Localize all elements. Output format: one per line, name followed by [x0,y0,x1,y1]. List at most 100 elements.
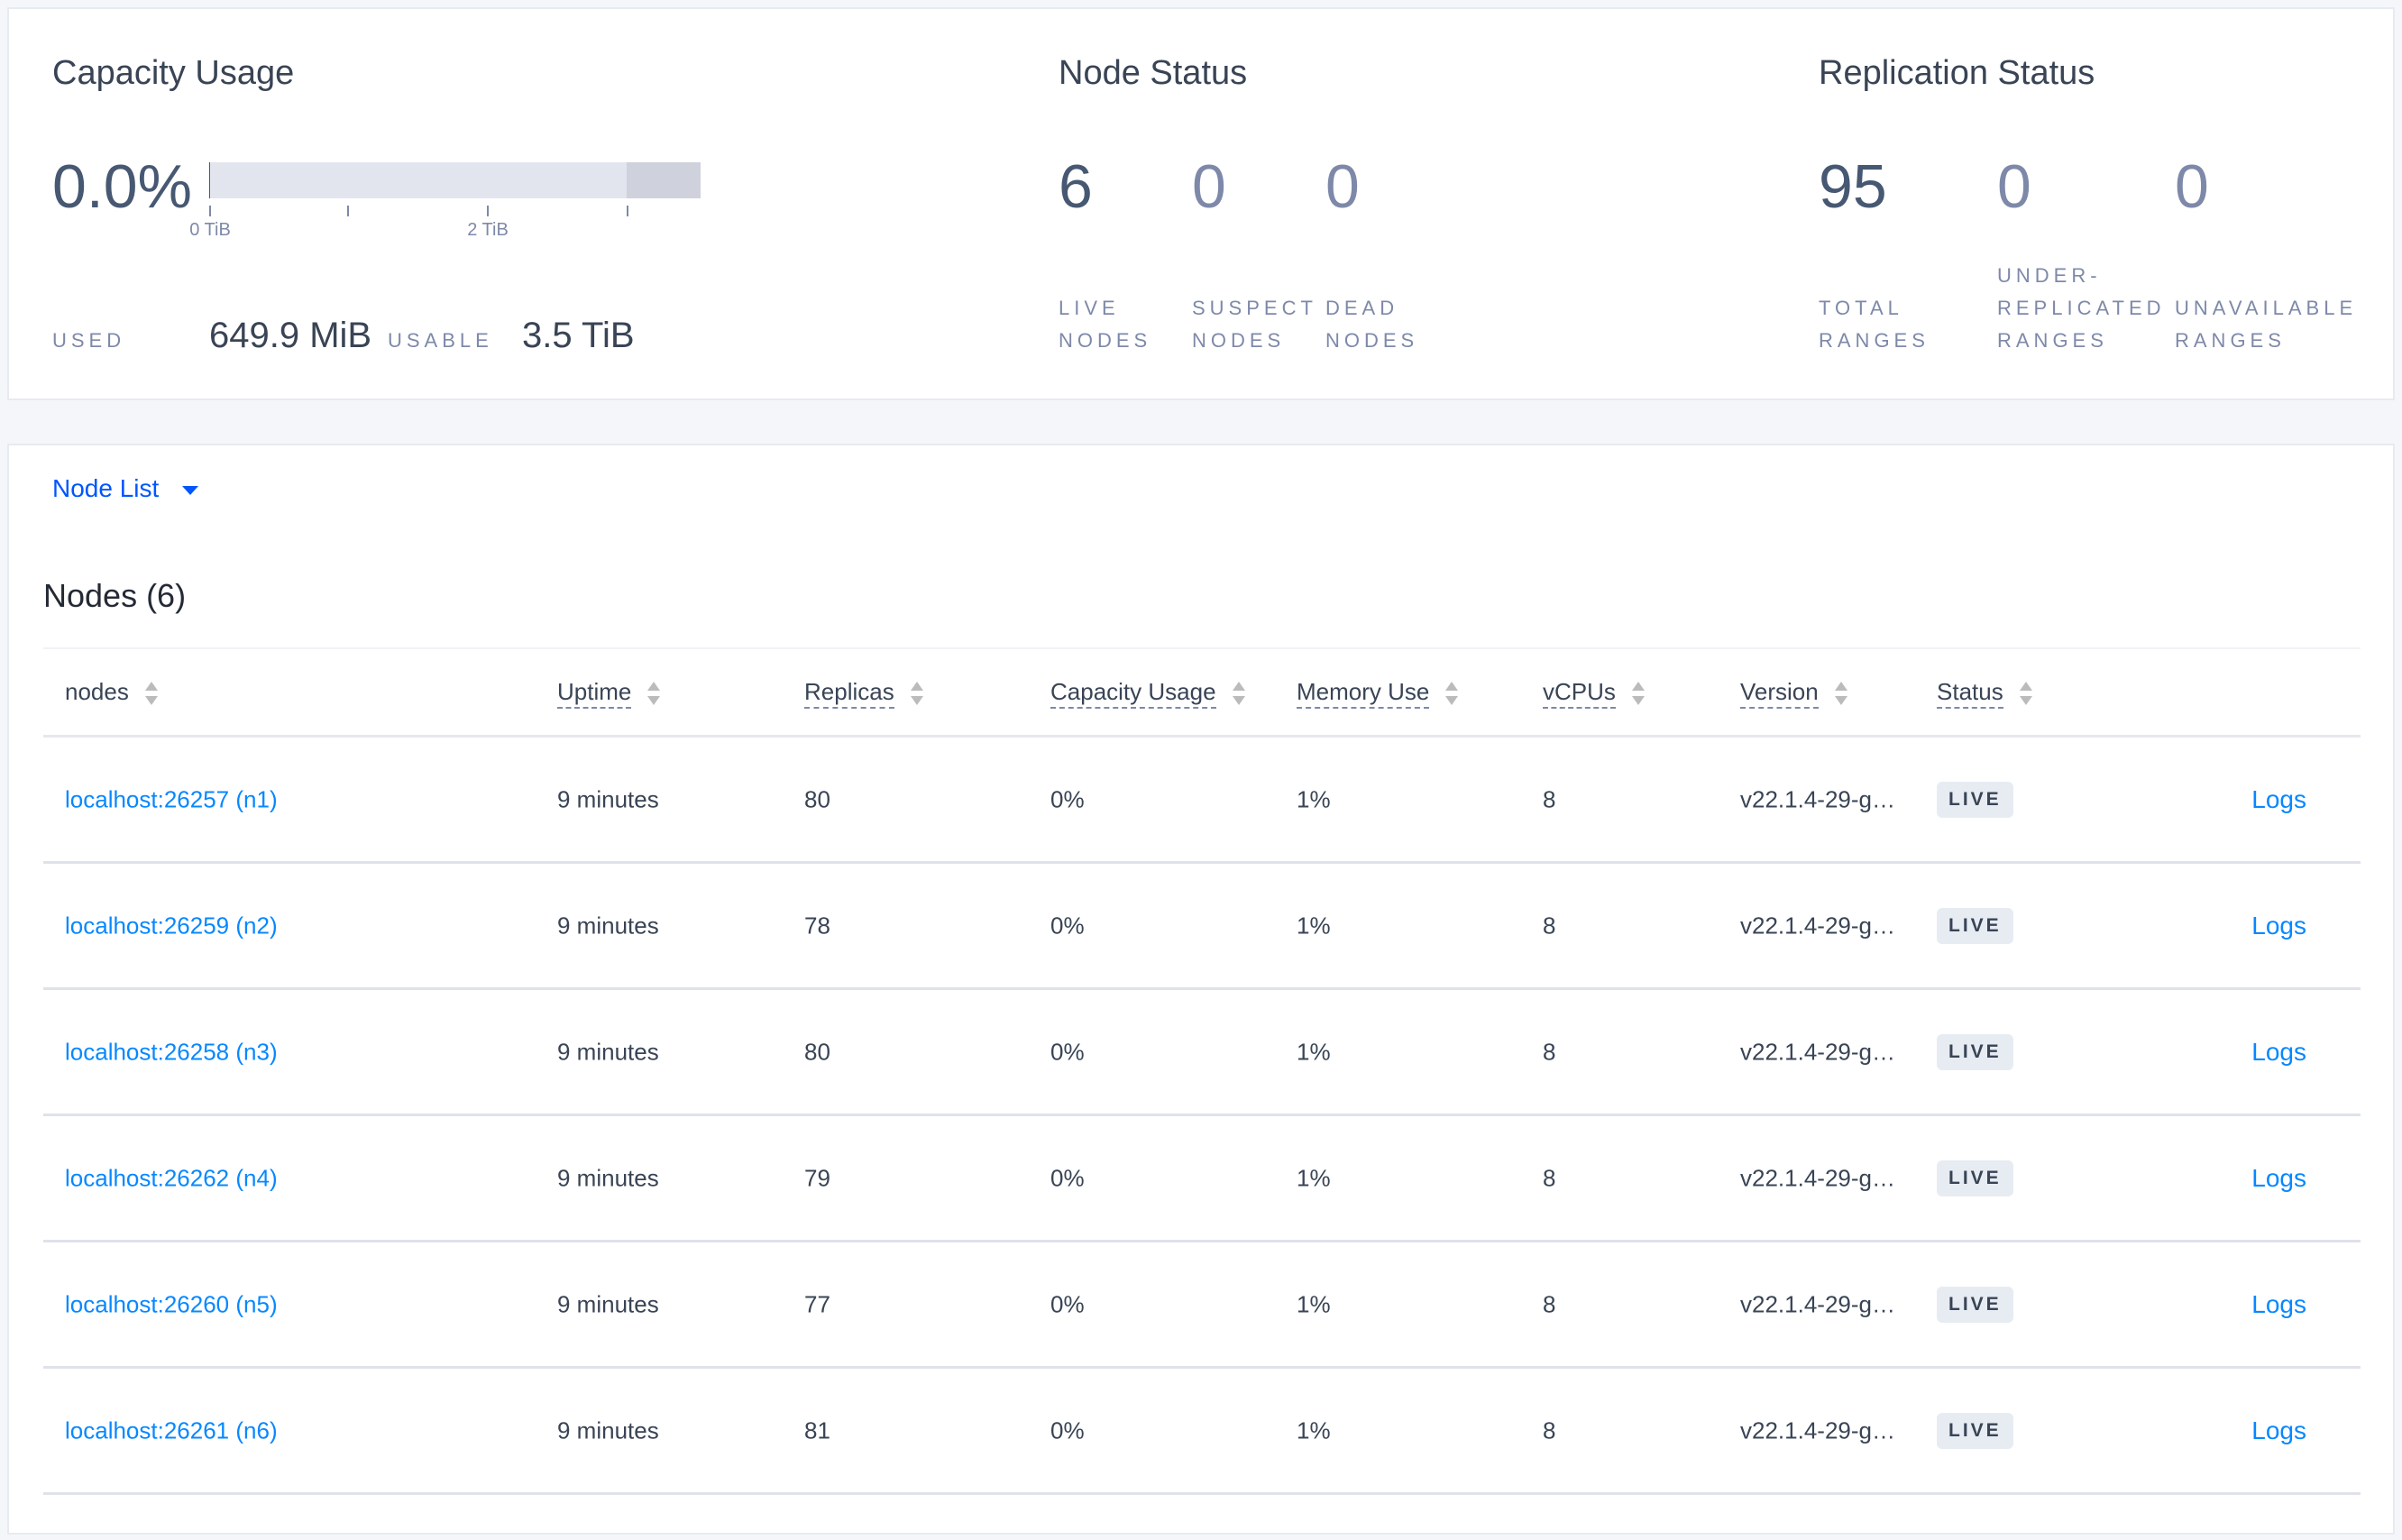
cell-replicas: 79 [804,1164,830,1191]
cell-version: v22.1.4-29-g… [1740,1290,1895,1317]
cell-uptime: 9 minutes [557,1038,659,1065]
column-header-label: Status [1937,678,2003,709]
cell-uptime: 9 minutes [557,785,659,812]
cell-vcpus: 8 [1543,912,1556,939]
label-line: UNAVAILABLE [2175,297,2358,319]
suspect-nodes-count: 0 [1192,152,1226,221]
column-header-uptime[interactable]: Uptime [557,678,661,709]
cell-capacity: 0% [1050,1290,1085,1317]
cell-memory: 1% [1297,912,1331,939]
cell-capacity: 0% [1050,912,1085,939]
divider [43,735,2361,738]
status-badge: LIVE [1937,1412,2013,1449]
nodes-heading: Nodes (6) [43,577,187,614]
tick-label: 0 TiB [189,220,231,240]
label-line: RANGES [1997,329,2108,352]
cell-capacity: 0% [1050,1416,1085,1444]
capacity-bar-unusable [627,162,701,198]
logs-link[interactable]: Logs [2251,1416,2306,1444]
cell-capacity: 0% [1050,1164,1085,1191]
status-badge: LIVE [1937,907,2013,944]
label-line: LIVE [1059,297,1120,319]
under-replicated-count: 0 [1997,152,2031,221]
divider [43,647,2361,649]
cell-uptime: 9 minutes [557,1416,659,1444]
table-row: localhost:26259 (n2) 9 minutes 78 0% 1% 8 v22.… [43,864,2361,990]
label-line: DEAD [1325,297,1399,319]
table-row: localhost:26257 (n1) 9 minutes 80 0% 1% 8 v22.… [43,738,2361,864]
tick [627,206,628,216]
column-header-status[interactable]: Status [1937,678,2032,709]
sort-icon[interactable] [1631,682,1645,706]
sort-icon[interactable] [1445,682,1459,706]
logs-link[interactable]: Logs [2251,911,2306,940]
logs-link[interactable]: Logs [2251,1163,2306,1192]
status-badge: LIVE [1937,1286,2013,1323]
column-header-label: Memory Use [1297,678,1430,709]
node-status-title: Node Status [1059,54,1248,92]
cell-replicas: 80 [804,785,830,812]
node-link[interactable]: localhost:26258 (n3) [65,1038,278,1065]
node-list-dropdown[interactable]: Node List [52,474,199,503]
status-badge: LIVE [1937,781,2013,818]
usable-value: 3.5 TiB [522,316,635,355]
column-header-label: Version [1740,678,1819,709]
under-replicated-label: UNDER- REPLICATED RANGES [1997,260,2166,357]
column-header-nodes[interactable]: nodes [65,678,158,706]
sort-icon[interactable] [1232,682,1245,706]
dead-nodes-count: 0 [1325,152,1360,221]
dead-nodes-label: DEAD NODES [1325,292,1418,357]
table-row: localhost:26260 (n5) 9 minutes 77 0% 1% 8 v22.… [43,1242,2361,1369]
dropdown-label: Node List [52,474,160,502]
live-nodes-label: LIVE NODES [1059,292,1151,357]
sort-icon[interactable] [910,682,923,706]
node-link[interactable]: localhost:26261 (n6) [65,1416,278,1444]
column-header-capacity-usage[interactable]: Capacity Usage [1050,678,1245,709]
capacity-title: Capacity Usage [52,54,295,92]
sort-icon[interactable] [144,682,158,706]
column-header-label: nodes [65,678,129,705]
status-badge: LIVE [1937,1033,2013,1070]
cell-uptime: 9 minutes [557,1290,659,1317]
cell-version: v22.1.4-29-g… [1740,1038,1895,1065]
column-header-label: vCPUs [1543,678,1616,709]
node-link[interactable]: localhost:26260 (n5) [65,1290,278,1317]
sort-icon[interactable] [2019,682,2032,706]
column-header-version[interactable]: Version [1740,678,1847,709]
column-header-label: Capacity Usage [1050,678,1216,709]
used-label: USED [52,329,126,352]
logs-link[interactable]: Logs [2251,784,2306,813]
node-link[interactable]: localhost:26262 (n4) [65,1164,278,1191]
node-link[interactable]: localhost:26257 (n1) [65,785,278,812]
node-list-bar: Node List [7,444,2395,534]
table-row: localhost:26261 (n6) 9 minutes 81 0% 1% 8 v22.… [43,1369,2361,1495]
column-header-label: Replicas [804,678,894,709]
suspect-nodes-label: SUSPECT NODES [1192,292,1317,357]
cell-vcpus: 8 [1543,1164,1556,1191]
column-header-memory-use[interactable]: Memory Use [1297,678,1459,709]
cell-vcpus: 8 [1543,1290,1556,1317]
cell-memory: 1% [1297,785,1331,812]
node-link[interactable]: localhost:26259 (n2) [65,912,278,939]
caret-down-icon [182,485,199,495]
cell-replicas: 78 [804,912,830,939]
logs-link[interactable]: Logs [2251,1037,2306,1066]
total-ranges-label: TOTAL RANGES [1819,292,1930,357]
cell-uptime: 9 minutes [557,1164,659,1191]
column-header-vcpus[interactable]: vCPUs [1543,678,1645,709]
status-badge: LIVE [1937,1160,2013,1196]
unavailable-count: 0 [2175,152,2209,221]
cell-capacity: 0% [1050,1038,1085,1065]
cell-version: v22.1.4-29-g… [1740,1416,1895,1444]
sort-icon[interactable] [1834,682,1847,706]
logs-link[interactable]: Logs [2251,1289,2306,1318]
cell-version: v22.1.4-29-g… [1740,785,1895,812]
cell-replicas: 77 [804,1290,830,1317]
unavailable-label: UNAVAILABLE RANGES [2175,292,2357,357]
column-header-replicas[interactable]: Replicas [804,678,923,709]
column-header-label: Uptime [557,678,632,709]
cell-memory: 1% [1297,1164,1331,1191]
cell-capacity: 0% [1050,785,1085,812]
sort-icon[interactable] [647,682,661,706]
cell-replicas: 80 [804,1038,830,1065]
